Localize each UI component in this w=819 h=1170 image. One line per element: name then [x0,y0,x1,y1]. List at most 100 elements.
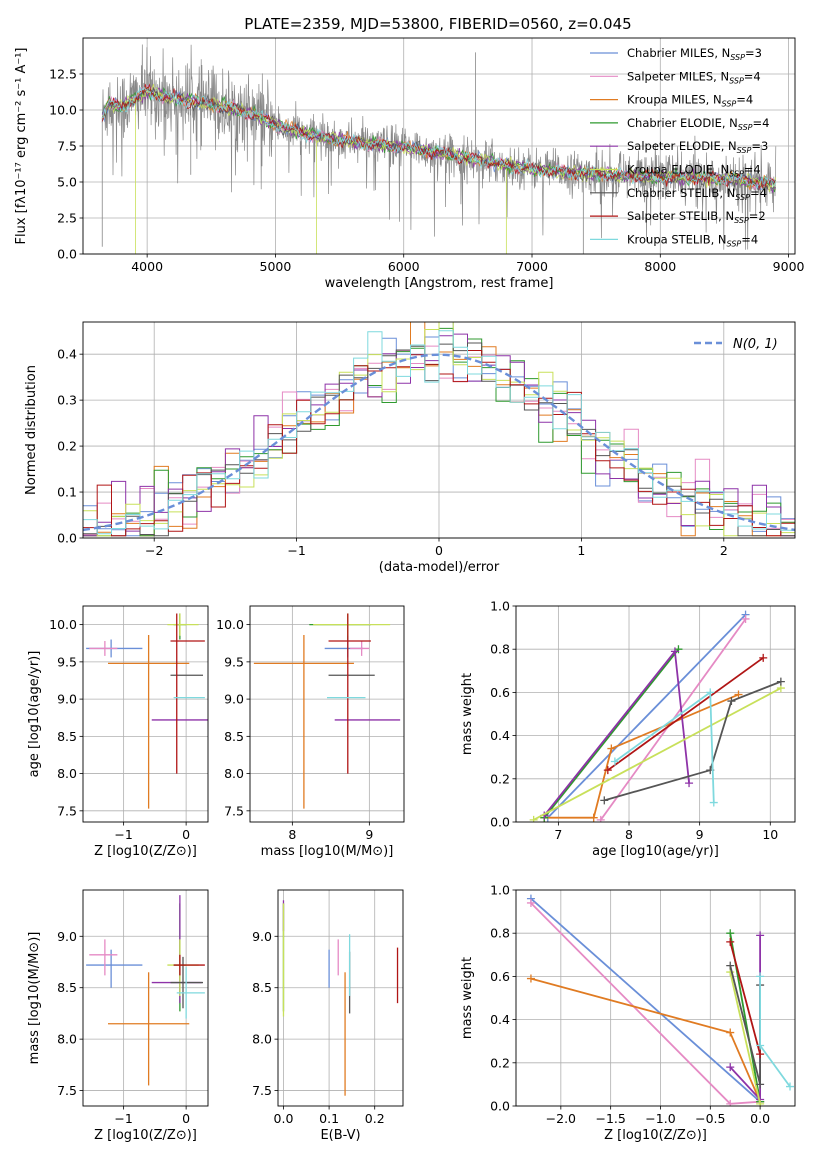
weight-marker [526,898,535,907]
y-tick-label: 8.5 [224,729,244,744]
weight-marker [727,697,736,706]
axes-frame [277,889,404,1107]
weight-marker [756,1041,765,1050]
x-tick-label: 9 [696,827,704,842]
axes-frame [515,889,796,1107]
weight-marker [734,690,743,699]
axes-frame [249,605,405,823]
legend-label: Salpeter ELODIE, NSSP=3 [627,139,768,155]
x-tick-label: −2 [145,543,163,558]
x-axis-label: mass [log10(M/M⊙)] [261,844,394,859]
weight-marker [706,688,715,697]
x-tick-label: 2 [720,543,728,558]
errorbar-point-kroupa-stelib [176,967,205,1019]
y-tick-label: 9.0 [57,929,77,944]
x-axis-label: wavelength [Angstrom, rest frame] [325,276,554,291]
y-tick-label: 9.5 [224,654,244,669]
y-tick-label: 0.0 [490,1099,510,1114]
weight-marker [776,677,785,686]
legend-label: Salpeter MILES, NSSP=4 [627,69,761,85]
weight-marker [607,744,616,753]
errorbar-point-salpeter-stelib [170,613,205,774]
x-tick-label: 8000 [644,259,676,274]
y-tick-label: 0.2 [57,439,77,454]
axes-frame [82,605,209,823]
marks-residuals [83,322,795,537]
x-tick-label: 9 [365,827,373,842]
y-tick-label: 8.5 [252,980,272,995]
marks-age-vs-weight [529,610,785,822]
errorbar-point-salpeter-stelib [173,954,205,976]
y-axis-label: mass weight [460,673,475,755]
weight-marker [786,1082,795,1091]
y-tick-label: 1.0 [490,883,510,898]
axes-z-vs-weight: −2.0 −1.5 −1.0 −0.5 0.0 0.0 0.2 0.4 0.6 0.8 1.0 Z [… [460,883,796,1143]
model-spectrum-8 [102,86,776,189]
x-axis-label: (data-model)/error [379,560,500,575]
x-tick-label: 0.0 [750,1111,770,1126]
axes-mass-vs-age: 8 9 7.5 8.0 8.5 9.0 9.5 10.0 mass [log10(M/M⊙)] [216,605,405,859]
weight-marker [741,614,750,623]
marks-ebv-vs-mass [282,900,399,1096]
axes-residuals: −2 −1 0 1 2 0.0 0.1 0.2 0.3 0.4 (data-model)/error… [24,321,796,575]
spectrum-legend: Chabrier MILES, NSSP=3 Salpeter MILES, NS… [590,46,769,248]
y-tick-label: 9.0 [224,692,244,707]
weight-line-7 [729,941,761,1055]
weight-line-5 [729,971,761,1104]
residual-legend: N(0, 1) [694,337,778,352]
panel-mass-vs-age: 8 9 7.5 8.0 8.5 9.0 9.5 10.0 mass [log10(M/M⊙)] [216,605,405,859]
y-tick-label: 0.3 [57,393,77,408]
y-tick-label: 8.0 [252,1032,272,1047]
y-tick-label: 7.5 [57,1083,77,1098]
y-tick-label: 0.2 [490,771,510,786]
x-tick-label: −2.0 [546,1111,576,1126]
y-tick-label: 8.0 [57,766,77,781]
weight-line-6 [604,680,782,802]
errorbar-point-salpeter-miles [89,939,118,976]
weight-marker [759,653,768,662]
axes-frame [515,605,796,823]
panel-ebv-vs-mass: 0.0 0.1 0.2 7.5 8.0 8.5 9.0 E(B-V) [252,889,404,1143]
model-spectrum-5 [102,83,776,193]
x-tick-label: −0.5 [695,1111,725,1126]
weight-marker [709,798,718,807]
weight-marker [726,961,735,970]
weight-marker [756,1050,765,1059]
weight-line-7 [607,657,764,771]
axes-frame [82,37,796,255]
x-tick-label: 0.0 [274,1111,294,1126]
y-tick-label: 10.0 [49,617,77,632]
errorbar-point-kroupa-miles [108,635,190,809]
x-tick-label: 0 [435,543,443,558]
x-tick-label: 9000 [773,259,805,274]
weight-marker [603,766,612,775]
y-tick-label: 0.8 [490,642,510,657]
weight-line-5 [533,687,782,821]
x-axis-label: Z [log10(Z/Z⊙)] [94,844,197,859]
x-tick-label: 7 [554,827,562,842]
y-tick-label: 7.5 [252,1083,272,1098]
weight-marker [726,1099,735,1106]
axes-ebv-vs-mass: 0.0 0.1 0.2 7.5 8.0 8.5 9.0 E(B-V) [252,889,404,1143]
y-tick-label: 8.5 [57,980,77,995]
y-tick-label: 0.4 [57,347,77,362]
marks-z-vs-mass [86,895,205,1086]
residual-histogram-8 [83,330,795,535]
y-tick-label: 1.0 [490,599,510,614]
weight-marker [756,931,765,940]
marks-mass-vs-age [253,613,401,809]
weight-marker [685,779,694,788]
weight-marker [600,796,609,805]
y-tick-label: 0.8 [490,926,510,941]
y-tick-label: 5.0 [57,175,77,190]
axes-age-vs-weight: 7 8 9 10 0.0 0.2 0.4 0.6 0.8 1.0 age [log10(age/yr… [460,599,796,859]
weight-marker [670,647,679,656]
legend-label: Chabrier MILES, NSSP=3 [627,46,762,62]
errorbar-point-kroupa-elodie [167,613,199,636]
y-tick-label: 0.4 [490,1012,510,1027]
errorbar-point-kroupa-miles [253,635,354,809]
weight-marker [610,757,619,766]
x-tick-label: −1.0 [645,1111,675,1126]
x-tick-label: −1 [287,543,305,558]
